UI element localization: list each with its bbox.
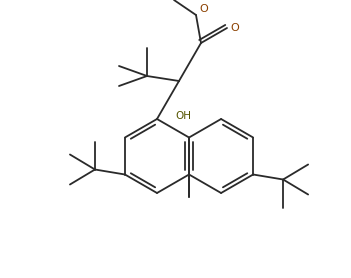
Text: O: O [231, 23, 239, 33]
Text: O: O [200, 4, 208, 14]
Text: OH: OH [175, 111, 191, 121]
